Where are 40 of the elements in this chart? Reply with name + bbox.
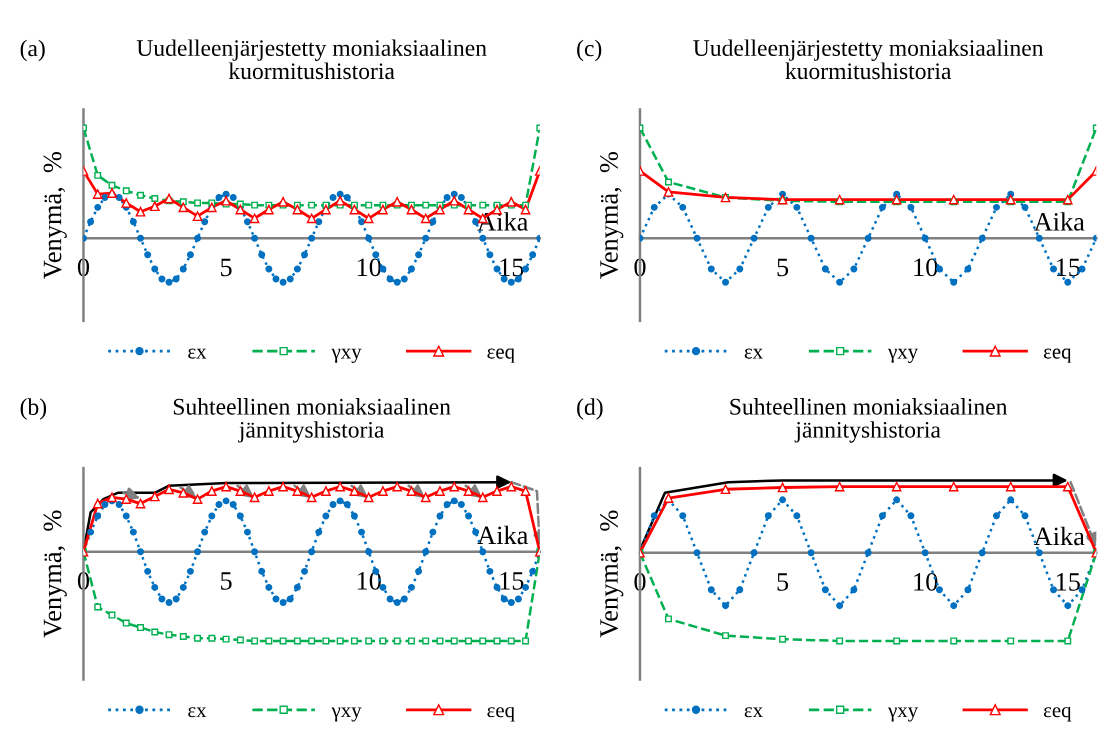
legend-label: εeq [1043,707,1072,722]
x-tick-label: 10 [914,572,938,591]
x-tick-label: 15 [500,258,524,277]
legend-label: εx [188,707,207,718]
y-axis-title: Venymä, % [43,151,67,279]
legend-label: εx [744,348,763,359]
x-tick-label: 15 [500,572,524,590]
legend-label: γxy [888,707,919,722]
y-axis-title: Venymä, % [43,510,67,638]
legend-label: εx [744,707,763,718]
chart-title: Uudelleenjärjestetty moniaksiaalinen kuormitushistoria [693,39,1044,80]
y-axis-title: Venymä, % [600,151,624,279]
legend-label: εx [188,348,207,359]
x-tick-label: 5 [221,258,232,277]
x-axis-title: Aika [1033,212,1085,231]
chart-title: Suhteellinen moniaksiaalinen jännityshistoria [730,398,1008,443]
legend-label: γxy [331,348,362,363]
text: (a) [20,39,45,62]
text: (b) [20,398,47,420]
x-tick-label: 0 [77,258,90,277]
text: (c) [577,39,602,62]
x-tick-label: 5 [777,258,789,277]
legend-label: γxy [331,707,362,722]
x-tick-label: 10 [357,258,381,277]
x-tick-label: 0 [77,571,90,590]
text: (d) [577,398,603,420]
x-tick-label: 15 [1056,258,1080,277]
legend-label: εeq [487,707,515,722]
x-tick-label: 15 [1056,573,1080,591]
chart-title: Uudelleenjärjestetty moniaksiaalinen kuormitushistoria [136,39,487,80]
y-axis-title: Venymä, % [600,510,624,638]
x-tick-label: 5 [221,572,232,590]
x-tick-label: 10 [914,258,938,277]
chart-title: Suhteellinen moniaksiaalinen jännityshistoria [173,398,451,443]
x-axis-title: Aika [477,525,529,545]
legend-label: εeq [1043,348,1072,363]
legend-label: εeq [487,348,515,363]
x-tick-label: 5 [777,573,789,591]
legend-label: γxy [888,348,919,363]
x-axis-title: Aika [1033,526,1085,546]
